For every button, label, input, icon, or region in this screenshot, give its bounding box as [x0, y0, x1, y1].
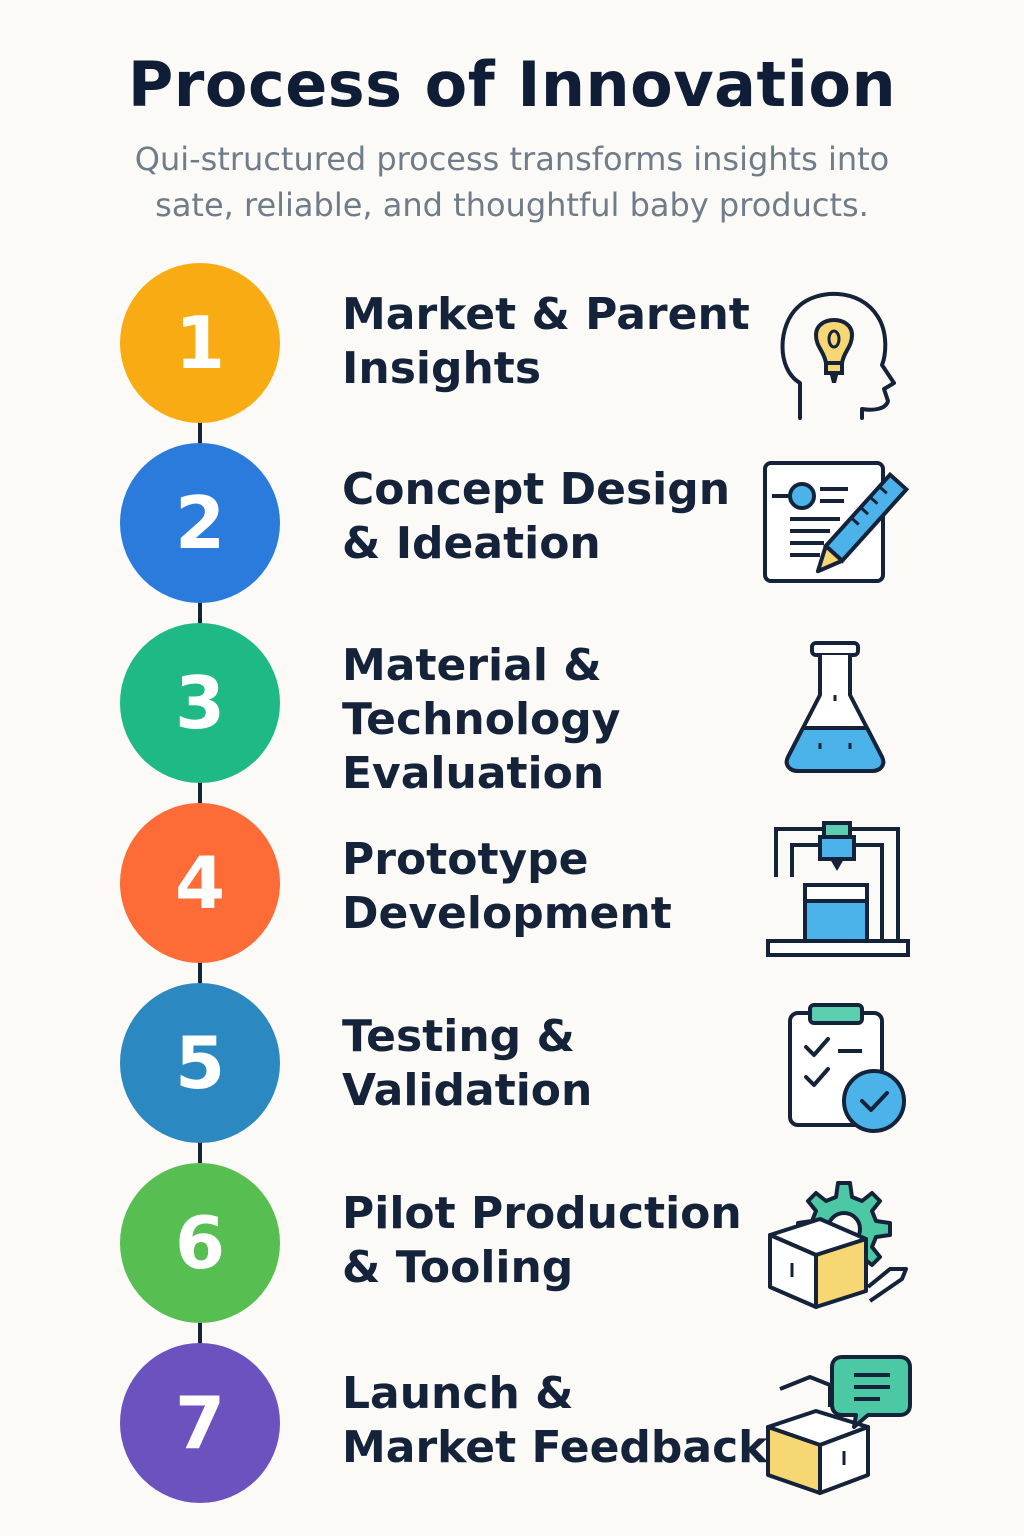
subtitle-line-1: Qui-structured process transforms insigh… [134, 140, 890, 178]
step-label: Prototype Development [342, 833, 742, 941]
step-number-badge: 6 [120, 1163, 280, 1323]
process-step-7: 7 Launch & Market Feedback [0, 1343, 1024, 1503]
step-label-line: Development [342, 888, 672, 939]
process-step-2: 2 Concept Design & Ideation [0, 443, 1024, 603]
step-label-line: & Tooling [342, 1242, 574, 1293]
process-step-1: 1 Market & Parent Insights [0, 263, 1024, 423]
idea-head-icon [750, 273, 920, 423]
step-label-line: Technology [342, 694, 621, 745]
process-step-4: 4 Prototype Development [0, 803, 1024, 963]
step-label-line: & Ideation [342, 518, 601, 569]
step-label: Material & Technology Evaluation [342, 639, 742, 801]
step-label: Testing & Validation [342, 1010, 742, 1118]
step-number-badge: 5 [120, 983, 280, 1143]
step-number-badge: 4 [120, 803, 280, 963]
step-label: Launch & Market Feedback [342, 1367, 768, 1475]
step-label-line: Evaluation [342, 748, 605, 799]
step-label-line: Launch & [342, 1368, 574, 1419]
3d-printer-icon [750, 813, 920, 963]
step-label-line: Material & [342, 640, 602, 691]
design-document-icon [750, 453, 920, 603]
step-number-badge: 3 [120, 623, 280, 783]
page-title: Process of Innovation [127, 48, 897, 121]
step-label: Concept Design & Ideation [342, 463, 742, 571]
step-label: Market & Parent Insights [342, 288, 750, 396]
checklist-clipboard-icon [750, 993, 920, 1143]
step-number-badge: 7 [120, 1343, 280, 1503]
step-label: Pilot Production & Tooling [342, 1187, 742, 1295]
step-label-line: Insights [342, 343, 542, 394]
process-step-5: 5 Testing & Validation [0, 983, 1024, 1143]
step-number-badge: 1 [120, 263, 280, 423]
page-subtitle: Qui-structured process transforms insigh… [112, 136, 912, 228]
step-number-badge: 2 [120, 443, 280, 603]
step-label-line: Pilot Production [342, 1188, 742, 1239]
step-label-line: Validation [342, 1065, 593, 1116]
step-label-line: Market Feedback [342, 1422, 768, 1473]
subtitle-line-2: sate, reliable, and thoughtful baby prod… [155, 186, 869, 224]
box-feedback-icon [750, 1349, 920, 1499]
step-label-line: Prototype [342, 834, 589, 885]
box-gear-icon [750, 1169, 920, 1319]
process-step-3: 3 Material & Technology Evaluation [0, 623, 1024, 799]
step-label-line: Market & Parent [342, 289, 750, 340]
process-step-6: 6 Pilot Production & Tooling [0, 1163, 1024, 1323]
step-label-line: Concept Design [342, 464, 731, 515]
lab-flask-icon [750, 633, 920, 783]
step-label-line: Testing & [342, 1011, 575, 1062]
